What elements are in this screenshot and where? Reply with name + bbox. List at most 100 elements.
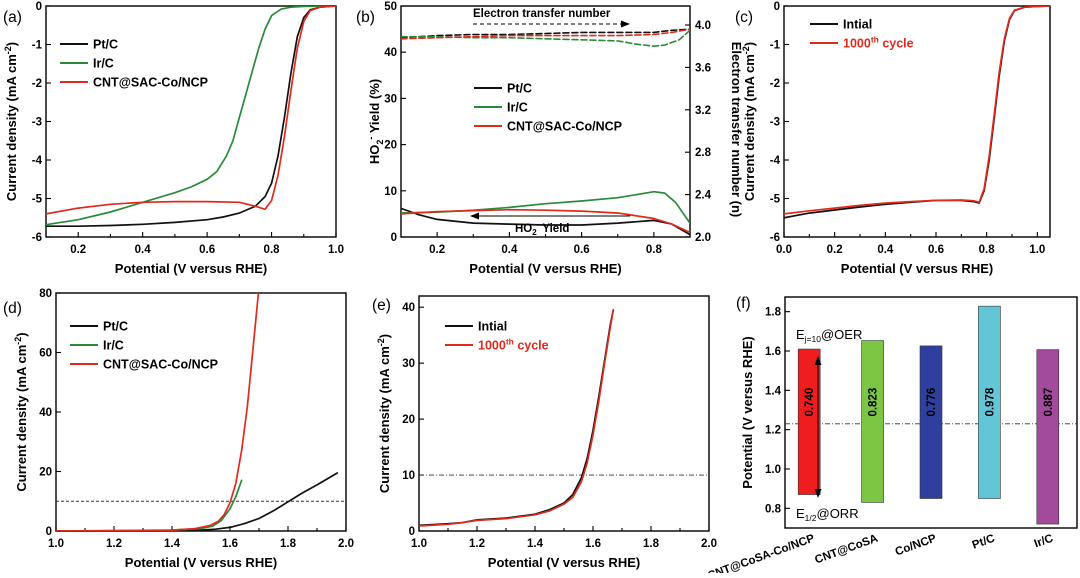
x-tick-label: 1.6 [222,538,238,550]
y-axis-label: Potential (V versus RHE) [740,336,755,488]
y-tick-label: 0 [409,526,415,538]
x-tick-label: 1.8 [280,538,297,550]
bar-value-label: 0.740 [804,388,816,417]
y-tick-label: 40 [39,407,52,419]
x-tick-label: 1.8 [643,538,660,550]
x-tick-label: 0.2 [827,244,843,256]
panel-d: (d) 1.0 1.2 1.4 1.6 1.8 2.0 0 20 40 60 80 Potential … [3,288,354,570]
plot-frame-f [784,296,1078,529]
y-tick-label: -5 [770,194,781,206]
series-line [56,293,260,531]
x-tick-label: 1.2 [106,538,122,550]
y2-tick-label: 3.6 [695,62,711,74]
bar [978,305,1001,499]
legend-label: Intial [478,320,507,334]
y2-tick-label: 2.8 [695,147,712,159]
y-tick-label: -2 [32,78,42,90]
range-arrow-head [814,356,822,365]
y-tick-label: -2 [770,78,780,90]
y-tick-label: 20 [402,414,415,426]
x-tick-label: 0.6 [574,244,590,256]
y-tick-label: -4 [770,155,781,167]
x-axis-label: Potential (V versus RHE) [488,555,640,570]
y2-tick-label: 4.0 [695,20,711,32]
legend-label: Ir/C [103,339,124,353]
series-line [401,28,690,39]
x-tick-label: 0.8 [979,244,996,256]
annotation-arrow-head [470,212,479,220]
y-tick-label: 20 [39,467,52,479]
legend-label: CNT@SAC-Co/NCP [93,76,208,90]
y-tick-label: -1 [770,40,781,52]
x-tick-label: 1.6 [585,538,601,550]
panel-label-a: (a) [3,9,22,26]
y-tick-label: 1.8 [765,307,782,319]
y-tick-label: 60 [39,348,52,360]
y-tick-label: 0.8 [765,503,782,515]
y-tick-label: 0 [46,526,52,538]
y-tick-label: 30 [384,93,397,105]
plot-frame-d [55,292,347,532]
y-tick-label: -1 [32,40,43,52]
y-tick-label: -6 [32,232,42,244]
panel-label-b: (b) [356,9,375,26]
bar-value-label: 0.978 [984,387,996,416]
category-label: Pt/C [971,533,997,552]
x-tick-label: 0.4 [877,244,894,256]
plot-frame-e [418,295,710,532]
panel-label-c: (c) [735,9,753,26]
x-tick-label: 1.0 [48,538,64,550]
y-tick-label: 80 [39,288,52,300]
y-tick-label: 1.6 [765,346,781,358]
x-tick-label: 1.4 [527,538,544,550]
series-group [56,293,339,531]
y-axis-label: Current density (mA cm-2) [3,42,19,201]
bar [797,348,821,495]
category-label: Ir/C [1033,533,1055,551]
legend-label: Pt/C [103,320,128,334]
x-tick-label: 0.6 [199,244,215,256]
x-tick-label: 1.2 [469,538,485,550]
y-tick-label: 50 [384,1,397,13]
panel-e: (e) 1.0 1.2 1.4 1.6 1.8 2.0 0 10 20 30 40 Potential … [372,295,717,570]
legend-label: 1000th cycle [843,35,914,51]
y2-tick-label: 2.0 [695,232,711,244]
annotation-arrow-head [621,20,630,28]
annotation-electron-transfer: Electron transfer number [473,8,611,20]
x-tick-label: 0.8 [264,244,281,256]
series-group [419,309,615,527]
series-line [46,6,336,226]
series-line [46,6,336,215]
x-axis-label: Potential (V versus RHE) [469,261,621,276]
x-tick-label: 1.0 [328,244,344,256]
y-axis-label: Current density (mA cm-2) [376,334,392,493]
y-tick-label: 0 [774,1,780,13]
bar [861,340,884,503]
orr-label: E1/2@ORR [796,506,859,523]
legend-label: Ir/C [93,57,114,71]
category-label: CNT@CoSA [813,533,879,567]
oer-label: Ej=10@OER [796,327,862,344]
legend-label: Pt/C [93,38,118,52]
x-tick-label: 0.2 [429,244,445,256]
y-tick-label: 10 [384,186,397,198]
y-tick-label: -4 [32,155,43,167]
y-tick-label: 30 [402,358,415,370]
series-line [419,309,615,527]
legend-label: Ir/C [507,101,528,115]
y2-tick-label: 2.4 [695,190,712,202]
category-label: Co/NCP [894,532,939,558]
x-tick-label: 1.0 [1029,244,1045,256]
y2-axis-label: Electron transfer number (n) [729,42,744,218]
x-tick-label: 0.2 [70,244,86,256]
bar-value-label: 0.823 [868,388,880,417]
x-axis-label: Potential (V versus RHE) [115,261,267,276]
bar-value-label: 0.776 [926,388,938,417]
x-axis-label: Potential (V versus RHE) [125,555,277,570]
series-line [401,208,690,234]
x-tick-label: 0.0 [776,244,792,256]
y-tick-label: 40 [384,47,397,59]
x-tick-label: 0.8 [646,244,663,256]
panel-c: (c) 0.0 0.2 0.4 0.6 0.8 1.0 0 -1 -2 -3 -4 -5 -6 Potent… [735,1,1051,276]
